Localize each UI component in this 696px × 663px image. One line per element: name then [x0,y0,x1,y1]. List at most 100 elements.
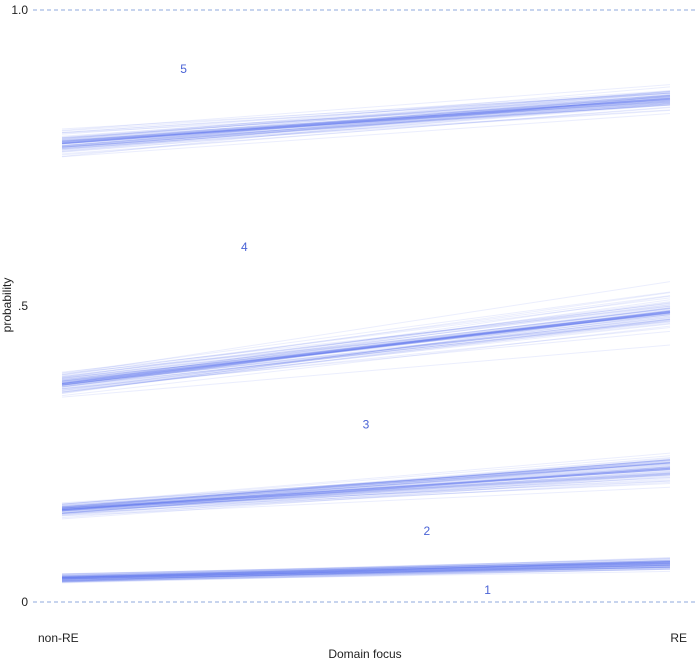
draw-line [61,462,671,514]
draw-line [61,97,671,144]
draw-line [61,309,671,386]
draw-line [61,102,671,148]
draw-line [61,94,671,145]
draw-line [61,472,671,509]
draw-line [61,319,671,388]
draw-line [61,558,671,576]
draw-line [61,557,671,577]
draw-line [61,561,671,579]
draw-line [61,564,671,578]
draw-line [61,558,671,577]
draw-line [61,315,671,382]
draw-line [61,459,671,508]
y-tick-label: .5 [18,299,28,313]
draw-line [61,101,671,147]
posterior-draw-lines [61,84,671,584]
draw-line [61,312,671,385]
draw-line [61,311,671,381]
draw-line [61,321,671,385]
draw-line [61,462,671,511]
draw-line [61,94,671,139]
draw-line [61,315,671,393]
series-4-mean-line [61,97,671,145]
draw-line [61,561,671,578]
draw-line [61,462,671,508]
draw-line [61,314,671,391]
draw-line [61,566,671,580]
draw-line [61,559,671,578]
draw-line [61,301,671,379]
draw-line [61,97,671,147]
draw-line [61,467,671,515]
draw-line [61,564,671,583]
draw-line [61,318,671,385]
draw-line [61,312,671,382]
draw-line [61,318,671,390]
draw-line [61,310,671,382]
draw-line [61,96,671,150]
draw-line [61,308,671,380]
draw-line [61,480,671,516]
draw-line [61,107,671,155]
series-4-lines [61,84,671,158]
draw-line [61,564,671,582]
draw-line [61,562,671,577]
draw-line [61,307,671,382]
draw-line [61,95,671,146]
draw-line [61,292,671,379]
draw-line [61,564,671,582]
draw-line [61,98,671,149]
draw-line [61,468,671,510]
draw-line [61,560,671,577]
draw-line [61,90,671,135]
draw-line [61,327,671,392]
draw-line [61,472,671,514]
draw-line [61,462,671,509]
draw-line [61,310,671,386]
draw-line [61,97,671,147]
draw-line [61,567,671,583]
draw-line [61,568,671,582]
draw-line [61,309,671,385]
draw-line [61,459,671,509]
draw-line [61,476,671,511]
draw-line [61,104,671,145]
draw-line [61,565,671,577]
draw-line [61,311,671,394]
draw-line [61,568,671,583]
draw-line [61,103,671,153]
draw-line [61,312,671,381]
draw-line [61,93,671,144]
draw-line [61,307,671,388]
draw-line [61,570,671,582]
draw-line [61,459,671,509]
draw-line [61,462,671,511]
draw-line [61,459,671,511]
draw-line [61,95,671,158]
draw-line [61,92,671,130]
draw-line [61,295,671,385]
draw-line [61,344,671,398]
draw-line [61,568,671,584]
draw-line [61,566,671,582]
draw-line [61,99,671,141]
draw-line [61,309,671,388]
draw-line [61,96,671,139]
draw-line [61,295,671,376]
category-label-1: 1 [484,583,491,597]
draw-line [61,561,671,578]
draw-line [61,100,671,151]
draw-line [61,92,671,142]
draw-line [61,457,671,508]
draw-line [61,317,671,386]
draw-line [61,559,671,578]
draw-line [61,461,671,512]
draw-line [61,566,671,579]
draw-line [61,565,671,579]
draw-line [61,310,671,386]
category-label-5: 5 [180,62,187,76]
draw-line [61,106,671,156]
draw-line [61,92,671,139]
draw-line [61,302,671,378]
